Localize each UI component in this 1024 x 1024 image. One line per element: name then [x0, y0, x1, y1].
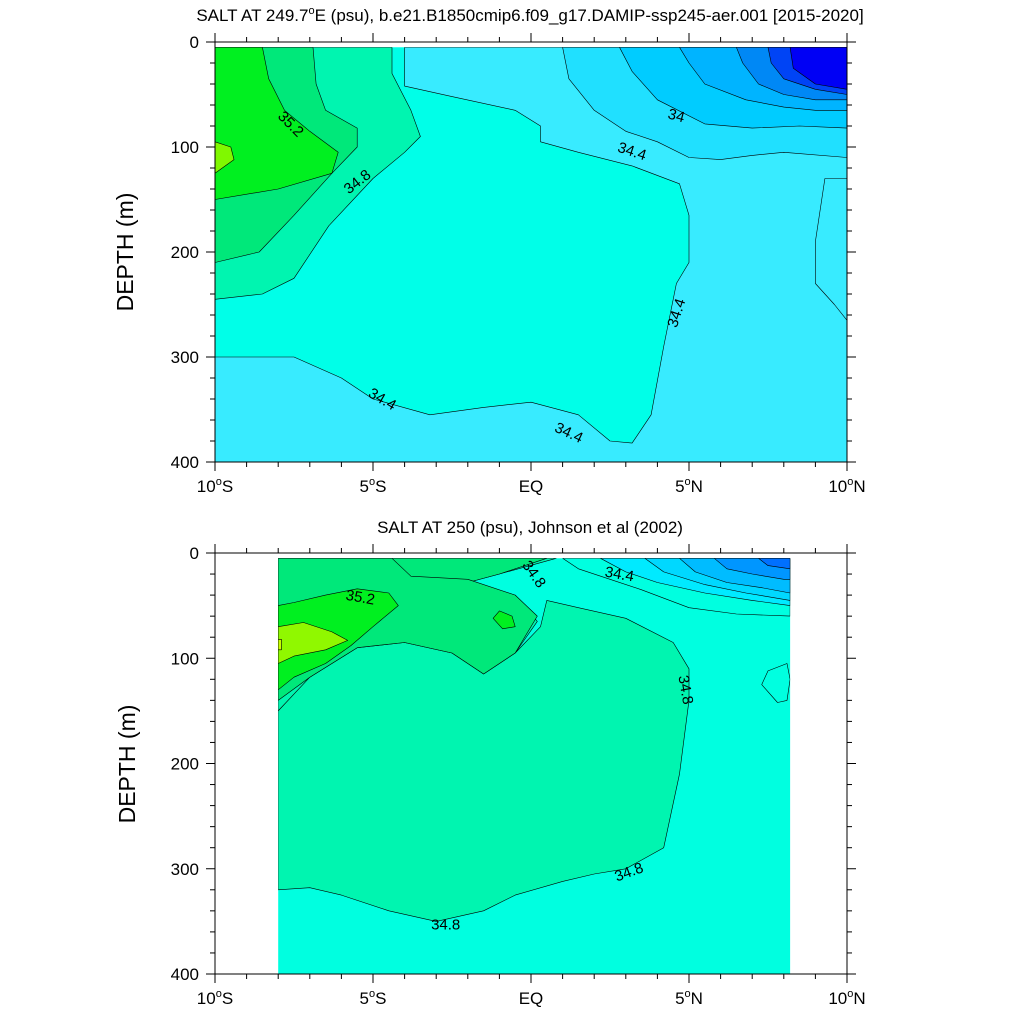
panel-top-y-tick-label-1: 100: [171, 138, 199, 157]
panel-top-x-tick-label-0: 10oS: [197, 476, 233, 496]
panel-bottom-x-tick-label-2: EQ: [519, 989, 544, 1008]
panel-bottom-contour-region-34-6-8: [761, 663, 791, 703]
panel-top-title: SALT AT 249.7oE (psu), b.e21.B1850cmip6.…: [196, 5, 863, 25]
panel-top-contour-regions: [215, 47, 847, 462]
panel-bottom-contour-regions: [278, 558, 791, 922]
panel-bottom-x-tick-label-3: 5oN: [675, 988, 703, 1008]
panel-bottom-contour-label-3: 34.8: [674, 674, 696, 706]
panel-top-contour-label-2: 34: [666, 106, 687, 127]
panel-bottom-y-tick-label-0: 0: [190, 544, 199, 563]
panel-bottom-contour-region-35-2-12: [492, 610, 516, 630]
panel-top-x-tick-label-3: 5oN: [675, 476, 703, 496]
panel-top-x-tick-label-1: 5oS: [360, 476, 387, 496]
panel-bottom-contour-label-5: 34.8: [431, 917, 460, 934]
panel-bottom-contour-label-2: 34.4: [604, 564, 636, 586]
panel-bottom-contour-region-33-6-7: [758, 558, 791, 570]
panel-top-contour-region-35-2-10: [215, 47, 339, 200]
panel-top-y-tick-label-3: 300: [171, 348, 199, 367]
panel-bottom-y-tick-label-3: 300: [171, 860, 199, 879]
panel-top-contour-region-34-4-1: [815, 178, 847, 321]
panel-top-contour-region-35-6-11: [215, 141, 235, 174]
panel-top-y-tick-label-4: 400: [171, 453, 199, 472]
panel-bottom-y-tick-label-2: 200: [171, 755, 199, 774]
panel-bottom-x-tick-label-4: 10oN: [828, 988, 865, 1008]
panel-top-x-tick-label-2: EQ: [519, 477, 544, 496]
panel-top-title-prefix: SALT AT 249.7: [196, 6, 308, 25]
panel-bottom-title: SALT AT 250 (psu), Johnson et al (2002): [377, 518, 683, 537]
panel-top: SALT AT 249.7oE (psu), b.e21.B1850cmip6.…: [112, 5, 866, 496]
panel-bottom: SALT AT 250 (psu), Johnson et al (2002) …: [114, 518, 866, 1008]
panel-top-title-degree: o: [308, 5, 314, 17]
panel-bottom-contour-region-35-6-13: [278, 622, 349, 664]
panel-bottom-contour-label-0: 35.2: [344, 587, 376, 609]
panel-top-y-tick-label-0: 0: [190, 33, 199, 52]
panel-bottom-y-axis-label: DEPTH (m): [114, 705, 140, 824]
panel-top-y-axis-label: DEPTH (m): [112, 193, 138, 312]
panel-bottom-x-tick-label-0: 10oS: [197, 988, 233, 1008]
panel-bottom-y-tick-label-4: 400: [171, 965, 199, 984]
panel-bottom-contour-region-35-8-14: [278, 638, 282, 651]
panel-top-y-tick-label-2: 200: [171, 243, 199, 262]
panel-bottom-x-tick-label-1: 5oS: [360, 988, 387, 1008]
panel-bottom-y-tick-label-1: 100: [171, 649, 199, 668]
panel-top-title-suffix: E (psu), b.e21.B1850cmip6.f09_g17.DAMIP-…: [315, 6, 864, 25]
panel-top-x-tick-label-4: 10oN: [828, 476, 865, 496]
panel-top-contour-region-33-2-7: [789, 47, 847, 90]
